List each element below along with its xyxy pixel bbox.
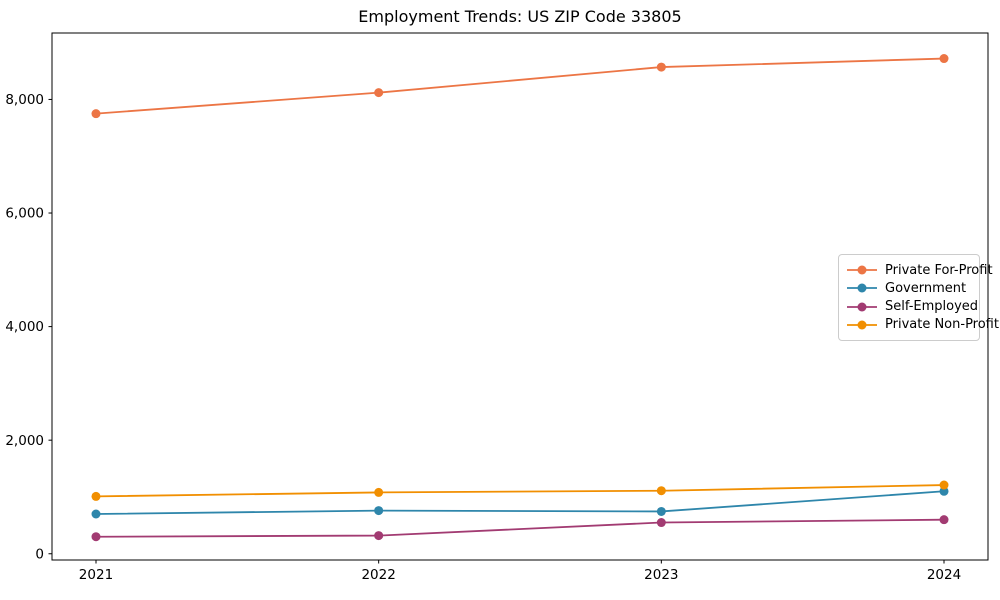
data-point-marker	[656, 506, 666, 516]
data-point-marker	[374, 487, 384, 497]
legend-label: Private Non-Profit	[885, 317, 999, 333]
x-tick-label: 2022	[361, 567, 395, 583]
y-tick-label: 4,000	[5, 319, 44, 335]
legend-label: Government	[885, 280, 967, 296]
data-point-marker	[939, 54, 949, 64]
data-point-marker	[374, 88, 384, 98]
y-tick-label: 8,000	[5, 92, 44, 108]
legend-item: Private For-Profit	[846, 261, 993, 279]
legend-item: Private Non-Profit	[846, 316, 999, 334]
legend-item: Government	[846, 279, 971, 297]
data-point-marker	[939, 486, 949, 496]
data-point-marker	[91, 491, 101, 501]
chart-title: Employment Trends: US ZIP Code 33805	[358, 7, 682, 26]
legend: Private For-Profit Government Self-Employe…	[838, 254, 999, 341]
legend-label: Self-Employed	[885, 299, 979, 315]
legend-line-marker-icon	[847, 265, 877, 275]
legend-line-marker-icon	[847, 302, 877, 312]
legend-item: Self-Employed	[846, 298, 978, 316]
data-point-marker	[91, 509, 101, 519]
series-line	[95, 490, 945, 515]
data-point-marker	[91, 532, 101, 542]
y-tick-label: 0	[35, 546, 44, 562]
x-tick-label: 2023	[644, 567, 678, 583]
series-line	[95, 518, 945, 538]
y-tick-label: 6,000	[5, 206, 44, 222]
axes-box	[51, 32, 989, 561]
legend-line-marker-icon	[847, 320, 877, 330]
data-point-marker	[656, 518, 666, 528]
x-tick-label: 2024	[927, 567, 961, 583]
data-point-marker	[656, 486, 666, 496]
data-point-marker	[939, 480, 949, 490]
series-line	[95, 484, 945, 498]
legend-line-marker-icon	[847, 283, 877, 293]
series-line	[95, 57, 945, 115]
x-tick-label: 2021	[79, 567, 113, 583]
data-point-marker	[656, 62, 666, 72]
y-tick-label: 2,000	[5, 433, 44, 449]
legend-label: Private For-Profit	[885, 262, 993, 278]
data-point-marker	[91, 109, 101, 119]
data-point-marker	[939, 515, 949, 525]
data-point-marker	[374, 506, 384, 516]
data-point-marker	[374, 531, 384, 541]
